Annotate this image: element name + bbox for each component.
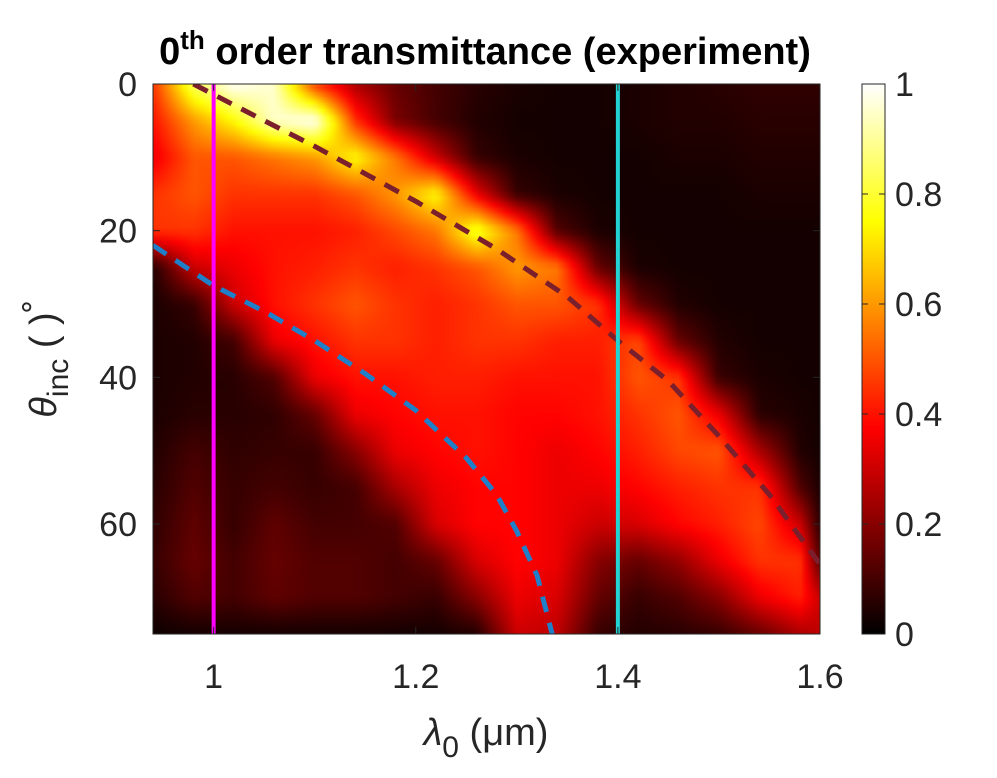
chart-title: 0th order transmittance (experiment) [159, 25, 811, 73]
maroon-dashed-curve [192, 84, 820, 566]
chart-title-sup: th [180, 25, 205, 55]
y-axis-label-rest: ( ) [23, 312, 65, 358]
colorbar-tick-label: 0.6 [895, 286, 942, 324]
y-axis-ticks: 0 20 40 60 [99, 66, 820, 544]
y-tick-label: 60 [99, 506, 137, 544]
colorbar-tick-label: 1 [895, 66, 914, 104]
chart-title-base: 0 [159, 31, 180, 73]
x-axis-label-symbol: λ [422, 712, 443, 754]
colorbar [861, 83, 886, 635]
x-axis-label-sub: 0 [442, 731, 459, 764]
colorbar-tick-label: 0.4 [895, 396, 942, 434]
colorbar-tick-label: 0 [895, 616, 914, 654]
heatmap [153, 84, 820, 634]
x-tick-label: 1 [204, 658, 223, 696]
x-tick-label: 1.6 [796, 658, 843, 696]
x-axis-ticks: 1 1.2 1.4 1.6 [204, 84, 844, 696]
blue-dashed-curve [153, 243, 555, 634]
x-tick-label: 1.4 [594, 658, 641, 696]
colorbar-ticks: 0 0.2 0.4 0.6 0.8 1 [862, 66, 942, 654]
y-axis-label-sub: inc [42, 359, 75, 397]
degree-mark: ∘ [9, 298, 44, 317]
y-tick-label: 40 [99, 359, 137, 397]
y-tick-label: 0 [118, 66, 137, 104]
x-axis-label-rest: (μm) [459, 712, 548, 754]
heatmap-image [153, 84, 820, 634]
y-axis-label-symbol: θ [23, 397, 65, 418]
chart-title-rest: order transmittance (experiment) [205, 31, 811, 73]
x-axis-label: λ0 (μm) [422, 712, 549, 764]
colorbar-tick-label: 0.8 [895, 176, 942, 214]
y-tick-label: 20 [99, 213, 137, 251]
overlay-lines [153, 84, 820, 634]
x-tick-label: 1.2 [392, 658, 439, 696]
y-axis-label-group: θinc ( ) ∘ [9, 298, 75, 418]
colorbar-tick-label: 0.2 [895, 506, 942, 544]
y-axis-label: θinc ( ) [23, 312, 75, 417]
plot-frame [152, 83, 821, 635]
